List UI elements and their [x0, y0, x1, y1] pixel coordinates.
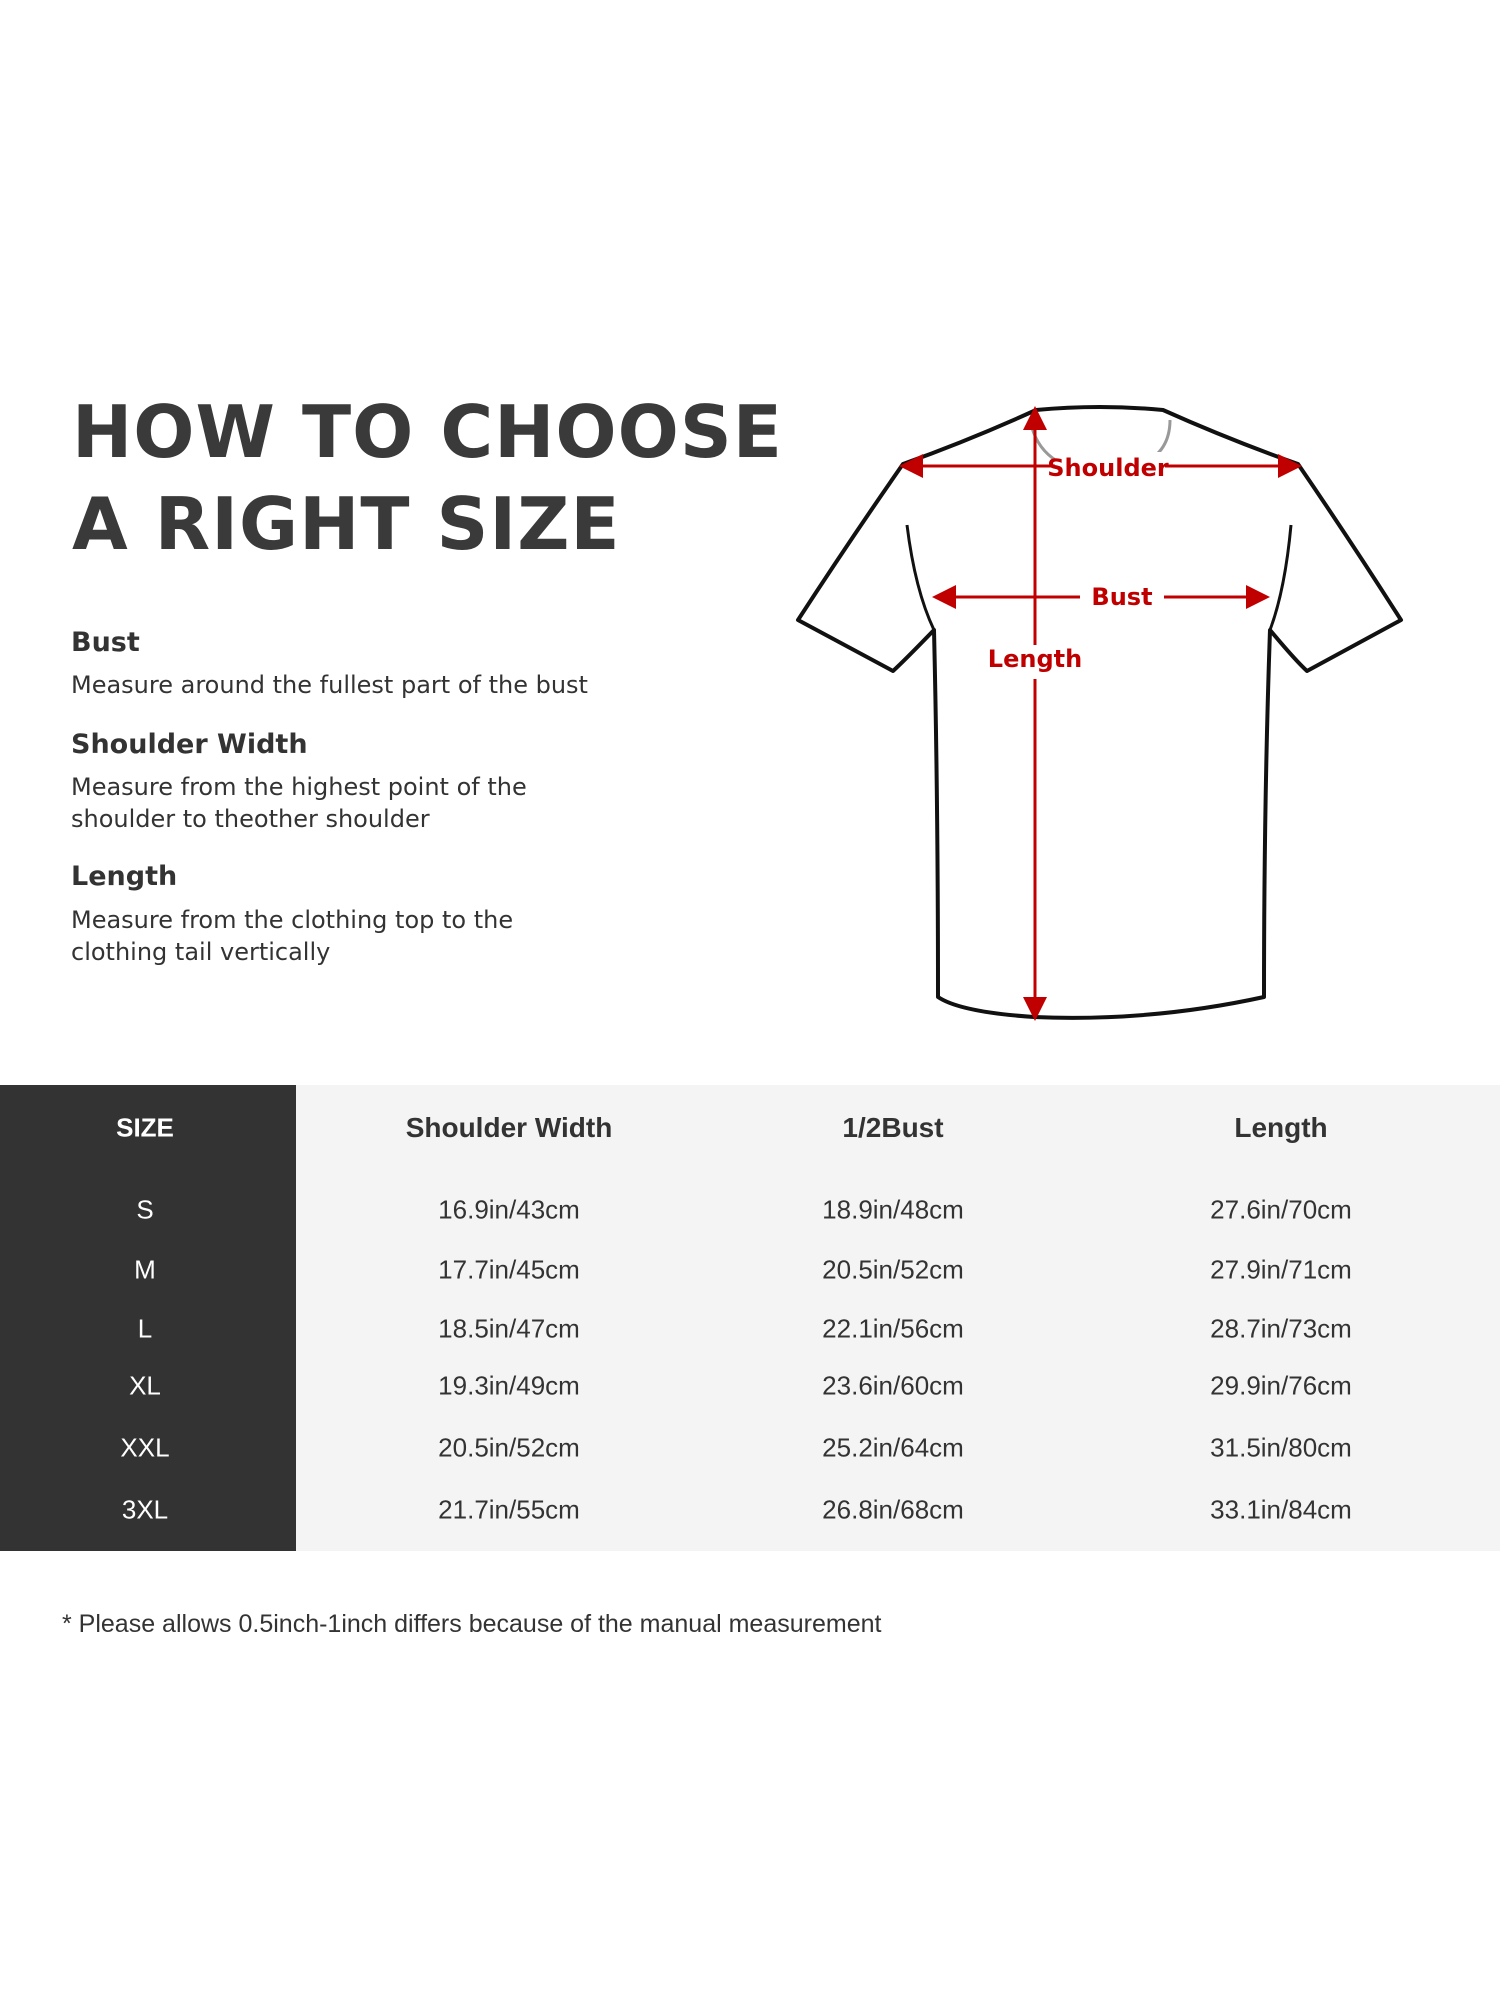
table-cell: 23.6in/60cm [822, 1370, 964, 1401]
size-label: L [137, 1313, 153, 1344]
table-cell: 25.2in/64cm [822, 1432, 964, 1463]
size-label: XXL [120, 1432, 170, 1463]
table-cell: 29.9in/76cm [1210, 1370, 1352, 1401]
table-cell: 18.5in/47cm [438, 1313, 580, 1344]
size-label: S [136, 1194, 154, 1225]
guide-heading-bust: Bust [71, 627, 140, 658]
table-cell: 21.7in/55cm [438, 1494, 580, 1525]
size-table: SIZE Shoulder Width 1/2Bust Length S 16.9in/4… [0, 1085, 1500, 1551]
table-cell: 22.1in/56cm [822, 1313, 964, 1344]
guide-desc-line: clothing tail vertically [71, 938, 331, 966]
guide-desc-line: shoulder to theother shoulder [71, 805, 430, 833]
size-label: XL [129, 1370, 161, 1401]
guide-heading-shoulder: Shoulder Width [71, 729, 308, 760]
table-cell: 16.9in/43cm [438, 1194, 580, 1225]
guide-desc-line: Measure from the highest point of the [71, 773, 527, 801]
guide-desc-line: Measure from the clothing top to the [71, 906, 514, 934]
table-cell: 18.9in/48cm [822, 1194, 964, 1225]
table-cell: 27.9in/71cm [1210, 1254, 1352, 1285]
table-header-2: 1/2Bust [842, 1112, 944, 1143]
shoulder-label: Shoulder [1047, 454, 1169, 482]
tshirt-diagram: Shoulder Bust Length [796, 405, 1403, 1021]
table-cell: 19.3in/49cm [438, 1370, 580, 1401]
guide-desc-shoulder: Measure from the highest point of the sho… [71, 771, 527, 835]
tshirt-outline [796, 405, 1403, 1020]
tshirt-armpit-left [905, 524, 936, 631]
table-cell: 33.1in/84cm [1210, 1494, 1352, 1525]
size-label: 3XL [121, 1494, 169, 1525]
table-cell: 20.5in/52cm [438, 1432, 580, 1463]
size-label: M [134, 1254, 156, 1285]
guide-desc-line: Measure around the fullest part of the b… [71, 671, 588, 699]
page-title-line-2: A RIGHT SIZE [72, 482, 621, 566]
page-title-line-1: HOW TO CHOOSE [72, 390, 783, 474]
guide-desc-bust: Measure around the fullest part of the b… [71, 669, 588, 701]
table-header-3: Length [1234, 1112, 1328, 1143]
length-label: Length [988, 645, 1082, 673]
footnote: * Please allows 0.5inch-1inch differs be… [62, 1610, 882, 1638]
table-cell: 26.8in/68cm [822, 1494, 964, 1525]
table-header-1: Shoulder Width [405, 1112, 613, 1143]
table-cell: 27.6in/70cm [1210, 1194, 1352, 1225]
size-column-bg [0, 1085, 296, 1551]
table-cell: 31.5in/80cm [1210, 1432, 1352, 1463]
table-cell: 28.7in/73cm [1210, 1313, 1352, 1344]
guide-desc-length: Measure from the clothing top to the clot… [71, 904, 513, 968]
table-header-0: SIZE [116, 1112, 174, 1143]
bust-label: Bust [1091, 583, 1152, 611]
guide-heading-length: Length [71, 861, 178, 892]
tshirt-armpit-right [1268, 524, 1293, 631]
table-cell: 17.7in/45cm [438, 1254, 580, 1285]
table-cell: 20.5in/52cm [822, 1254, 964, 1285]
